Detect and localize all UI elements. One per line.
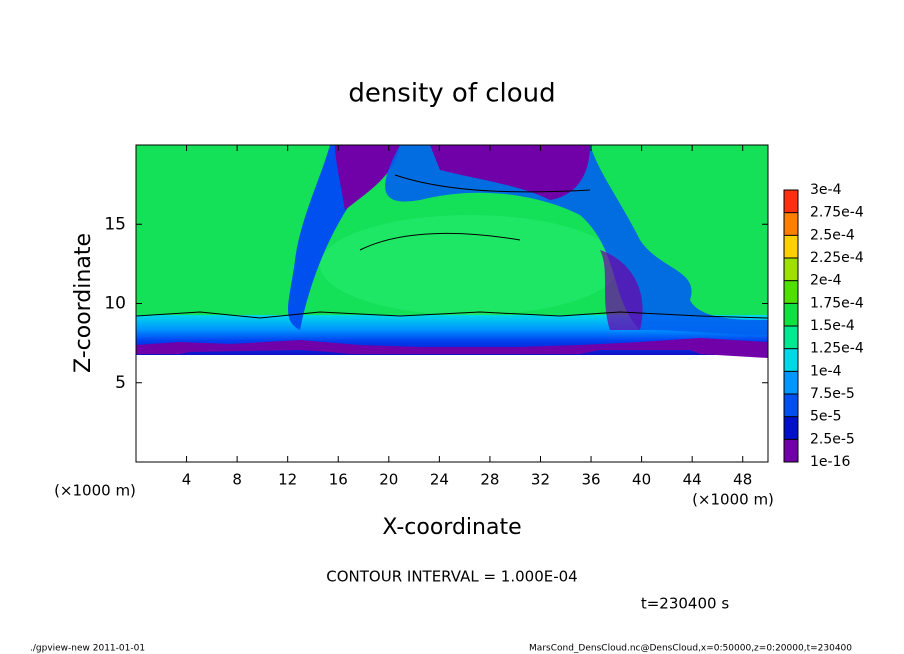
colorbar-segment <box>784 280 798 304</box>
colorbar-label: 7.5e-5 <box>810 386 855 402</box>
footer-left: ./gpview-new 2011-01-01 <box>30 644 145 654</box>
y-tick-label: 10 <box>104 294 126 314</box>
colorbar-segment <box>784 258 798 281</box>
colorbar-label: 3e-4 <box>810 182 842 198</box>
chart-title: density of cloud <box>348 79 555 109</box>
colorbar-segment <box>784 212 798 236</box>
x-tick-label: 48 <box>733 471 752 489</box>
colorbar-segment <box>784 190 798 213</box>
colorbar-label: 1e-4 <box>810 363 842 379</box>
x-tick-label: 8 <box>232 471 242 489</box>
colorbar-segment <box>784 394 798 417</box>
colorbar-segment <box>784 303 798 326</box>
x-tick-label: 16 <box>329 471 348 489</box>
colorbar-label: 5e-5 <box>810 409 841 425</box>
time-label: t=230400 s <box>641 595 729 613</box>
colorbar-label: 2e-4 <box>810 273 842 289</box>
y-axis-unit: (×1000 m) <box>54 482 136 500</box>
colorbar-label: 2.25e-4 <box>810 250 864 266</box>
x-axis-unit: (×1000 m) <box>692 491 774 509</box>
x-tick-label: 36 <box>581 471 600 489</box>
contour-interval: CONTOUR INTERVAL = 1.000E-04 <box>326 568 577 586</box>
colorbar-segment <box>784 439 798 462</box>
x-tick-label: 12 <box>278 471 297 489</box>
y-axis-label: Z-coordinate <box>71 233 96 373</box>
x-tick-label: 4 <box>182 471 192 489</box>
colorbar-label: 1.25e-4 <box>810 341 864 357</box>
colorbar-label: 2.75e-4 <box>810 205 864 221</box>
x-tick-label: 20 <box>379 471 398 489</box>
colorbar-label: 1.75e-4 <box>810 295 864 311</box>
x-tick-label: 40 <box>632 471 651 489</box>
footer-right: MarsCond_DensCloud.nc@DensCloud,x=0:5000… <box>529 644 852 654</box>
colorbar-label: 1.5e-4 <box>810 318 855 334</box>
colorbar-segment <box>784 235 798 258</box>
x-tick-label: 28 <box>480 471 499 489</box>
colorbar-frame <box>783 189 799 463</box>
colorbar-segment <box>784 371 798 394</box>
colorbar-label: 1e-16 <box>810 454 850 470</box>
x-axis-label: X-coordinate <box>382 515 521 540</box>
colorbar-segment <box>784 326 798 349</box>
colorbar-label: 2.5e-5 <box>810 431 855 447</box>
y-tick-label: 5 <box>115 373 126 393</box>
x-tick-label: 32 <box>531 471 550 489</box>
x-tick-label: 44 <box>683 471 702 489</box>
y-tick-label: 15 <box>104 214 126 234</box>
colorbar-label: 2.5e-4 <box>810 227 855 243</box>
colorbar-segment <box>784 416 798 440</box>
colorbar-segment <box>784 348 798 372</box>
x-tick-label: 24 <box>430 471 449 489</box>
density-field <box>136 145 768 358</box>
